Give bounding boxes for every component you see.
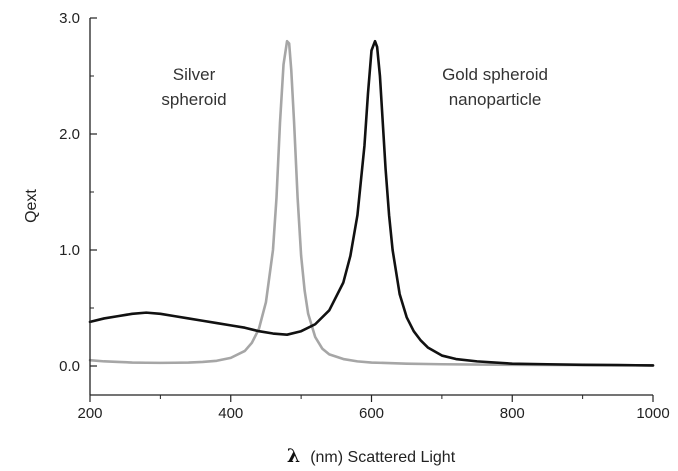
x-tick-label: 200 [77,405,102,422]
annotation-silver-line-2: spheroid [161,90,226,109]
y-tick-label: 1.0 [59,242,80,259]
x-axis: 200 400 600 800 1000 [77,395,670,422]
series-lines [88,39,655,367]
gold-spheroid-line [88,39,655,367]
silver-spheroid-line [88,39,655,367]
x-axis-title: λ (nm) Scattered Light [287,445,456,467]
lambda-symbol: λ [287,445,300,467]
y-tick-label: 2.0 [59,126,80,143]
annotation-silver-line-1: Silver [173,65,216,84]
x-tick-label: 1000 [636,405,669,422]
plot-area: 0.0 1.0 2.0 3.0 200 400 600 800 1000 [59,10,670,422]
annotation-gold-line-2: nanoparticle [449,90,542,109]
y-axis: 0.0 1.0 2.0 3.0 [59,10,97,375]
x-tick-label: 600 [359,405,384,422]
x-tick-label: 400 [218,405,243,422]
annotation-silver: Silver spheroid [161,65,226,109]
annotation-gold-line-1: Gold spheroid [442,65,548,84]
x-axis-title-text: (nm) Scattered Light [310,449,456,466]
y-tick-label: 0.0 [59,358,80,375]
y-tick-label: 3.0 [59,10,80,27]
x-tick-label: 800 [500,405,525,422]
y-axis-title: Qext [23,189,40,223]
annotation-gold: Gold spheroid nanoparticle [442,65,548,109]
